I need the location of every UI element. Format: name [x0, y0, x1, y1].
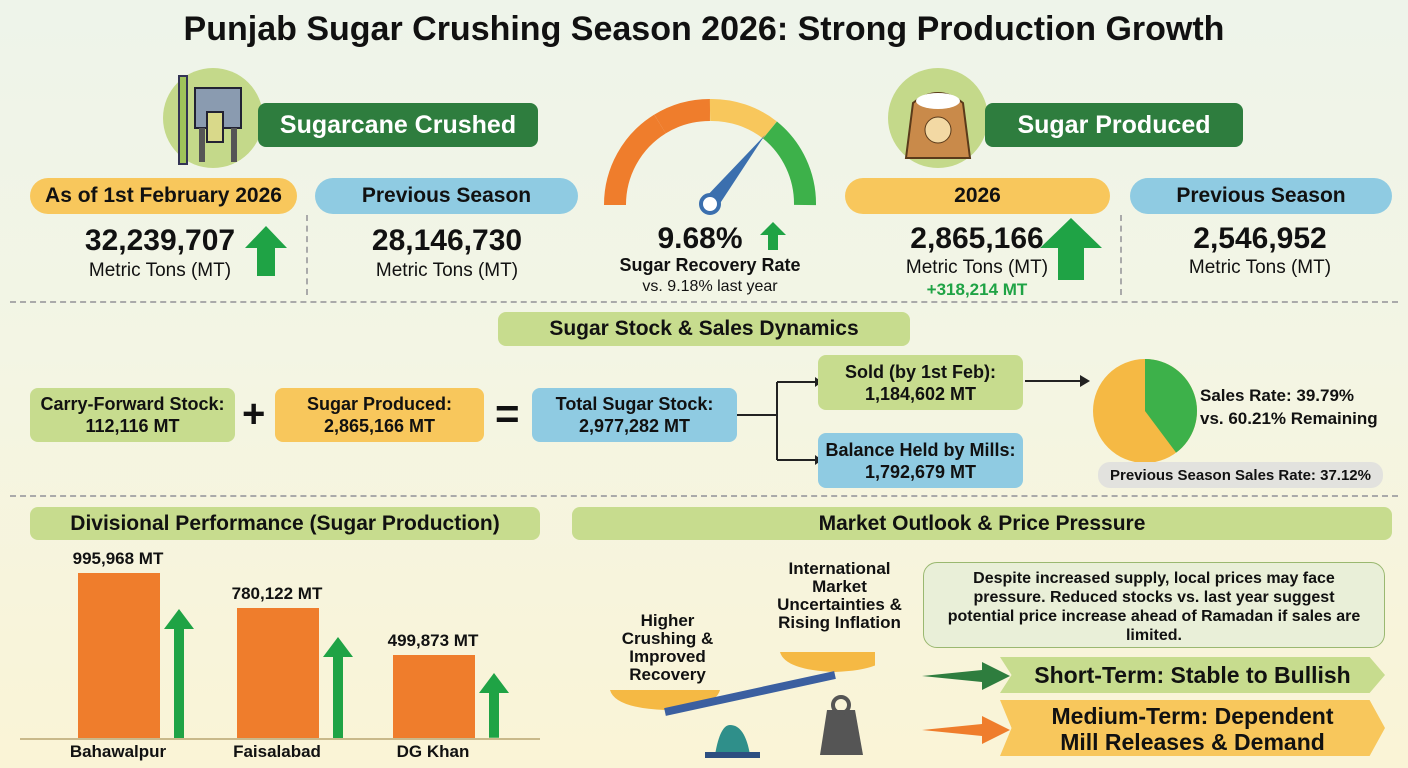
recovery-compare: vs. 9.18% last year: [642, 278, 778, 295]
crushed-current-value: 32,239,707: [84, 224, 236, 257]
crushed-prev-unit: Metric Tons (MT): [375, 260, 519, 281]
bar-faisalabad: [237, 608, 319, 738]
sold-label: Sold (by 1st Feb):: [844, 361, 996, 382]
divider: [10, 301, 1398, 303]
gauge-needle: [703, 135, 765, 208]
sugar-produced-heading: Sugar Produced: [985, 103, 1243, 147]
sugarcane-crushed-heading: Sugarcane Crushed: [258, 103, 538, 147]
produced-current-value: 2,865,166: [910, 222, 1044, 255]
remaining-rate: vs. 60.21% Remaining: [1200, 409, 1378, 428]
market-heading: Market Outlook & Price Pressure: [572, 507, 1392, 540]
divider: [10, 495, 1398, 497]
short-term-outlook: Short-Term: Stable to Bullish: [1000, 657, 1385, 693]
bar-value-label: 995,968 MT: [72, 548, 164, 568]
plus-sign: +: [242, 392, 266, 436]
equals-sign: =: [495, 390, 520, 437]
right-pan-label: International Market Uncertainties & Ris…: [777, 559, 902, 632]
up-arrow-icon: [164, 609, 194, 738]
produced-label: Sugar Produced:: [306, 394, 453, 414]
bar-category-label: Bahawalpur: [69, 742, 167, 761]
trend-arrows: [922, 662, 1010, 744]
produced-change: +318,214 MT: [926, 280, 1028, 299]
sales-pie-chart: [1093, 359, 1197, 463]
total-label: Total Sugar Stock:: [555, 394, 714, 414]
pie-slice-sold: [1145, 359, 1197, 453]
produced-prev-value: 2,546,952: [1193, 222, 1327, 255]
total-stock-box: Total Sugar Stock: 2,977,282 MT: [532, 388, 737, 442]
up-arrow-icon: [1040, 218, 1102, 280]
produced-value: 2,865,166 MT: [323, 416, 436, 436]
chart-baseline: [20, 738, 540, 740]
bar-category-label: Faisalabad: [233, 742, 321, 761]
crushed-current-label: As of 1st February 2026: [30, 178, 297, 214]
bar-value-label: 499,873 MT: [387, 631, 479, 651]
crusher-icon: [163, 68, 263, 168]
total-value: 2,977,282 MT: [578, 416, 691, 436]
produced-current-label: 2026: [845, 178, 1110, 214]
up-arrow-icon: [323, 636, 353, 738]
produced-prev-label: Previous Season: [1130, 178, 1392, 214]
balance-scale-icon: [610, 652, 875, 758]
recovery-value: 9.68%: [657, 222, 743, 255]
balance-box: Balance Held by Mills: 1,792,679 MT: [818, 433, 1023, 488]
crushed-current-unit: Metric Tons (MT): [88, 260, 232, 281]
bar-dg-khan: [393, 655, 475, 738]
branch-arrows: [737, 377, 822, 465]
carry-value: 112,116 MT: [85, 416, 180, 436]
carry-label: Carry-Forward Stock:: [40, 394, 225, 414]
market-note: Despite increased supply, local prices m…: [923, 562, 1385, 648]
balance-value: 1,792,679 MT: [864, 461, 977, 482]
bar-bahawalpur: [78, 572, 160, 738]
divider: [306, 215, 308, 295]
crushed-prev-label: Previous Season: [315, 178, 578, 214]
prev-sales-rate: Previous Season Sales Rate: 37.12%: [1098, 462, 1383, 488]
produced-prev-unit: Metric Tons (MT): [1188, 257, 1332, 278]
sales-rate: Sales Rate: 39.79%: [1200, 386, 1355, 405]
left-pan-label: Higher Crushing & Improved Recovery: [621, 611, 714, 684]
produced-current-unit: Metric Tons (MT): [905, 257, 1049, 278]
recovery-gauge: [603, 98, 817, 215]
bar-category-label: DG Khan: [396, 742, 470, 761]
divider: [1120, 215, 1122, 295]
stock-heading: Sugar Stock & Sales Dynamics: [498, 312, 910, 346]
carry-forward-box: Carry-Forward Stock: 112,116 MT: [30, 388, 235, 442]
page-title: Punjab Sugar Crushing Season 2026: Stron…: [183, 10, 1225, 48]
recovery-label: Sugar Recovery Rate: [619, 255, 801, 275]
bar-value-label: 780,122 MT: [231, 584, 323, 604]
up-arrow-icon: [479, 673, 509, 738]
sold-value: 1,184,602 MT: [864, 383, 977, 404]
sugar-bag-icon: [888, 68, 988, 168]
balance-label: Balance Held by Mills:: [825, 439, 1016, 460]
arrow-right-icon: [1025, 375, 1090, 387]
produced-box: Sugar Produced: 2,865,166 MT: [275, 388, 484, 442]
sold-box: Sold (by 1st Feb): 1,184,602 MT: [818, 355, 1023, 410]
divisional-heading: Divisional Performance (Sugar Production…: [30, 507, 540, 540]
medium-term-outlook: Medium-Term: Dependent Mill Releases & D…: [1000, 700, 1385, 756]
crushed-prev-value: 28,146,730: [371, 224, 523, 257]
up-arrow-icon: [245, 226, 287, 276]
up-arrow-icon: [760, 222, 786, 250]
